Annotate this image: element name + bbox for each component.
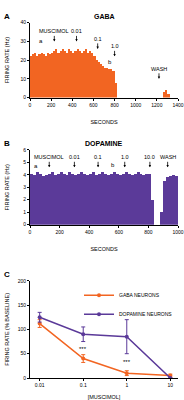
svg-text:30: 30 <box>20 38 26 44</box>
svg-text:400: 400 <box>85 229 94 235</box>
svg-text:3: 3 <box>23 184 26 190</box>
svg-text:0.01: 0.01 <box>69 154 80 160</box>
svg-text:FIRING RATE (Hz): FIRING RATE (Hz) <box>4 164 10 211</box>
svg-text:***: *** <box>123 359 131 365</box>
svg-text:0.1: 0.1 <box>94 36 102 42</box>
svg-text:50: 50 <box>20 350 26 356</box>
svg-text:1: 1 <box>125 382 128 388</box>
svg-text:10: 10 <box>168 382 174 388</box>
svg-text:0: 0 <box>29 229 32 235</box>
svg-text:800: 800 <box>144 229 153 235</box>
svg-text:150: 150 <box>18 302 27 308</box>
svg-text:10.0: 10.0 <box>144 154 155 160</box>
svg-text:0: 0 <box>23 221 26 227</box>
svg-text:1400: 1400 <box>172 102 183 108</box>
svg-text:5: 5 <box>23 159 26 165</box>
svg-text:b: b <box>111 162 115 168</box>
svg-text:DOPAMINE: DOPAMINE <box>85 140 123 147</box>
svg-text:0: 0 <box>29 102 32 108</box>
svg-text:FIRING RATE (% BASELINE): FIRING RATE (% BASELINE) <box>4 293 10 366</box>
svg-text:40: 40 <box>20 19 26 25</box>
svg-text:100: 100 <box>18 326 27 332</box>
svg-text:0.1: 0.1 <box>80 382 87 388</box>
svg-text:1200: 1200 <box>151 102 162 108</box>
svg-text:SECONDS: SECONDS <box>90 246 118 252</box>
svg-text:4: 4 <box>23 172 26 178</box>
svg-text:A: A <box>4 12 10 21</box>
svg-text:600: 600 <box>89 102 98 108</box>
svg-text:a: a <box>39 38 43 44</box>
svg-text:800: 800 <box>110 102 119 108</box>
svg-text:DOPAMINE NEURONS: DOPAMINE NEURONS <box>119 311 172 317</box>
svg-text:20: 20 <box>20 57 26 63</box>
svg-text:0.1: 0.1 <box>94 154 102 160</box>
svg-text:C: C <box>4 270 10 279</box>
svg-text:***: *** <box>79 346 87 352</box>
svg-text:200: 200 <box>18 278 27 284</box>
svg-text:MUSCIMOL: MUSCIMOL <box>39 28 69 34</box>
svg-text:200: 200 <box>55 229 64 235</box>
svg-text:1.0: 1.0 <box>121 154 129 160</box>
svg-text:1.0: 1.0 <box>111 43 119 49</box>
svg-text:200: 200 <box>47 102 56 108</box>
svg-text:0: 0 <box>23 94 26 100</box>
svg-text:1000: 1000 <box>172 229 183 235</box>
svg-text:SECONDS: SECONDS <box>90 119 118 125</box>
svg-text:[MUSCIMOL]: [MUSCIMOL] <box>88 394 121 400</box>
svg-text:GABA: GABA <box>94 13 115 20</box>
svg-text:FIRING RATE (Hz): FIRING RATE (Hz) <box>4 37 10 84</box>
svg-text:b: b <box>108 59 112 65</box>
svg-text:0: 0 <box>23 375 26 381</box>
svg-text:a: a <box>34 163 38 169</box>
svg-text:1000: 1000 <box>130 102 141 108</box>
svg-text:2: 2 <box>23 196 26 202</box>
svg-text:GABA NEURONS: GABA NEURONS <box>119 292 160 298</box>
svg-text:WASH: WASH <box>160 154 176 160</box>
svg-text:600: 600 <box>115 229 124 235</box>
svg-text:B: B <box>4 139 10 148</box>
svg-text:0.01: 0.01 <box>71 28 82 34</box>
svg-text:6: 6 <box>23 147 26 153</box>
svg-text:WASH: WASH <box>151 66 167 72</box>
svg-text:10: 10 <box>20 76 26 82</box>
svg-text:400: 400 <box>68 102 77 108</box>
svg-text:0.01: 0.01 <box>35 382 45 388</box>
svg-text:MUSCIMOL: MUSCIMOL <box>34 154 64 160</box>
svg-text:1: 1 <box>23 209 26 215</box>
